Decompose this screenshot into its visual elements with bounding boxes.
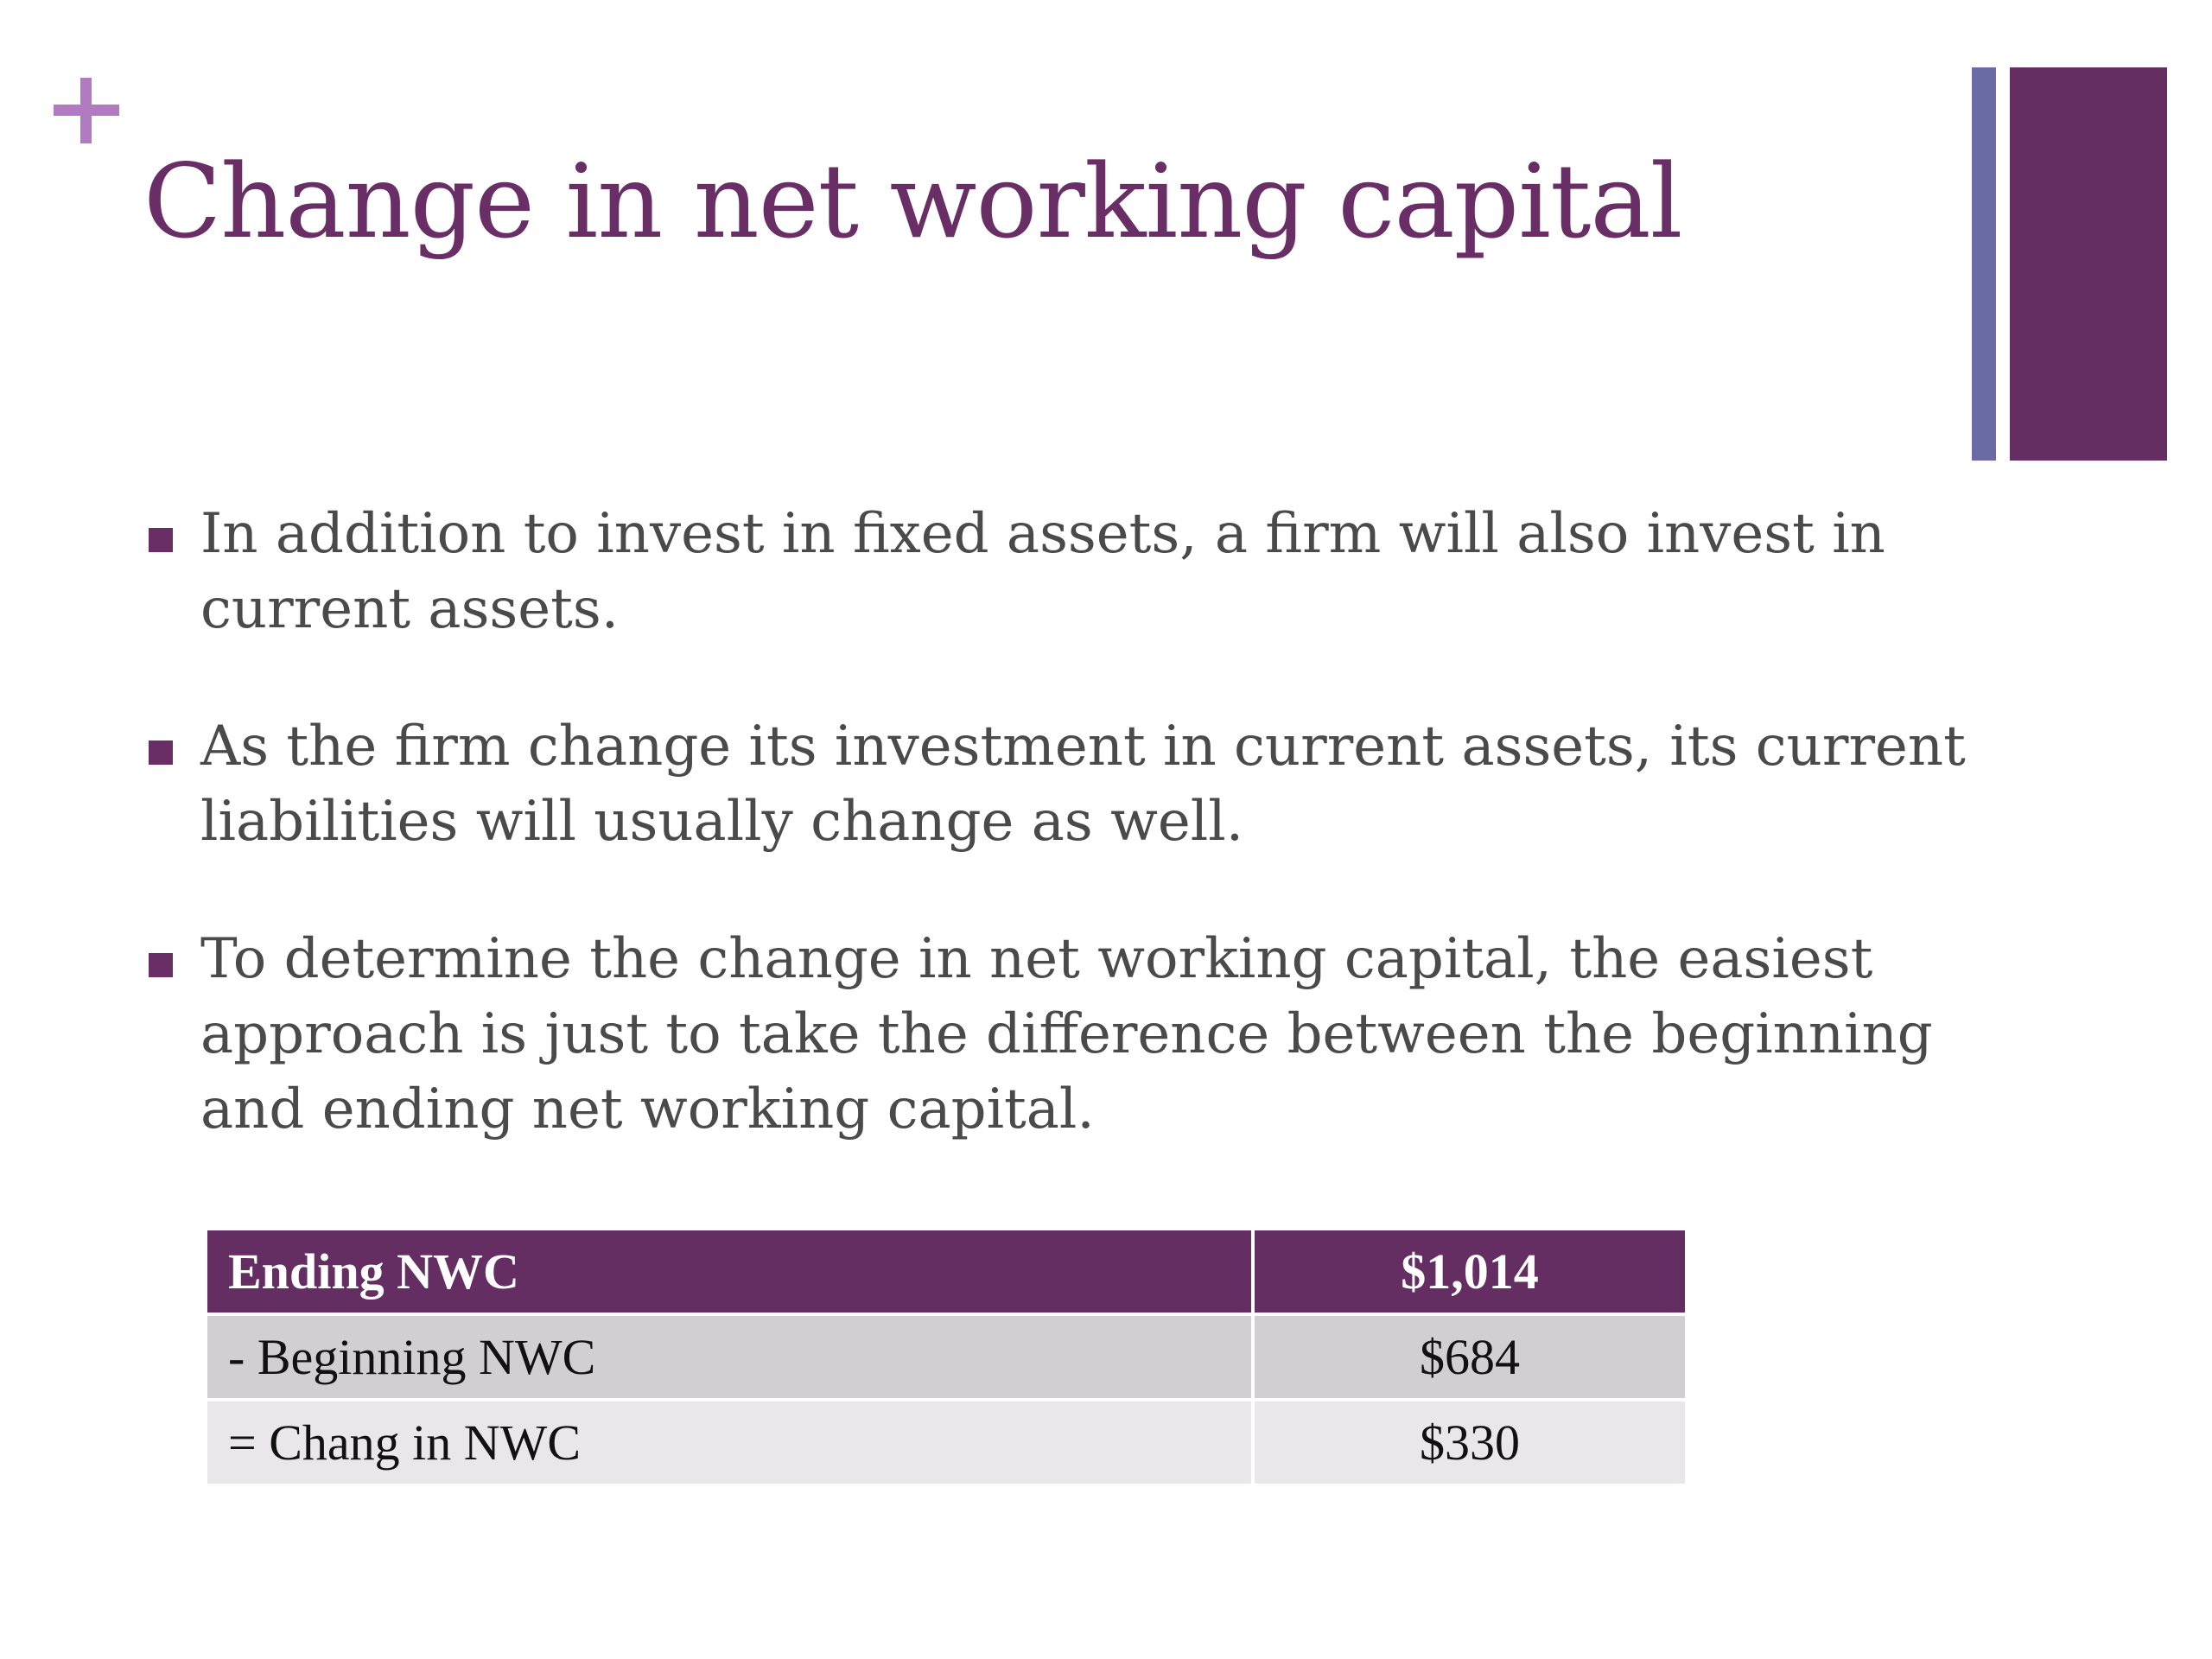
- decorative-bar-thick: [2010, 67, 2167, 461]
- bullet-text: To determine the change in net working c…: [200, 927, 1933, 1141]
- table-header-row: Ending NWC $1,014: [207, 1230, 1685, 1313]
- decorative-bar-thin: [1972, 67, 1996, 461]
- square-bullet-icon: [149, 528, 173, 552]
- table-cell-value: $684: [1255, 1316, 1685, 1398]
- table-row: = Chang in NWC $330: [207, 1402, 1685, 1484]
- table-cell-value: $1,014: [1255, 1230, 1685, 1313]
- bullet-text: In addition to invest in fixed assets, a…: [200, 502, 1885, 641]
- bullet-item: In addition to invest in fixed assets, a…: [145, 497, 1977, 647]
- bullet-item: As the firm change its investment in cur…: [145, 709, 1977, 860]
- table-cell-label: Ending NWC: [207, 1230, 1251, 1313]
- slide-title: Change in net working capital: [143, 142, 1682, 261]
- bullet-item: To determine the change in net working c…: [145, 922, 1977, 1147]
- square-bullet-icon: [149, 953, 173, 977]
- nwc-table: Ending NWC $1,014 - Beginning NWC $684 =…: [204, 1227, 1688, 1487]
- table-cell-label: = Chang in NWC: [207, 1402, 1251, 1484]
- bullet-text: As the firm change its investment in cur…: [200, 715, 1966, 854]
- square-bullet-icon: [149, 741, 173, 765]
- table-row: - Beginning NWC $684: [207, 1316, 1685, 1398]
- plus-icon: [54, 78, 119, 143]
- table-cell-label: - Beginning NWC: [207, 1316, 1251, 1398]
- table-cell-value: $330: [1255, 1402, 1685, 1484]
- plus-icon-vertical: [80, 78, 92, 143]
- bullet-list: In addition to invest in fixed assets, a…: [145, 497, 1977, 1147]
